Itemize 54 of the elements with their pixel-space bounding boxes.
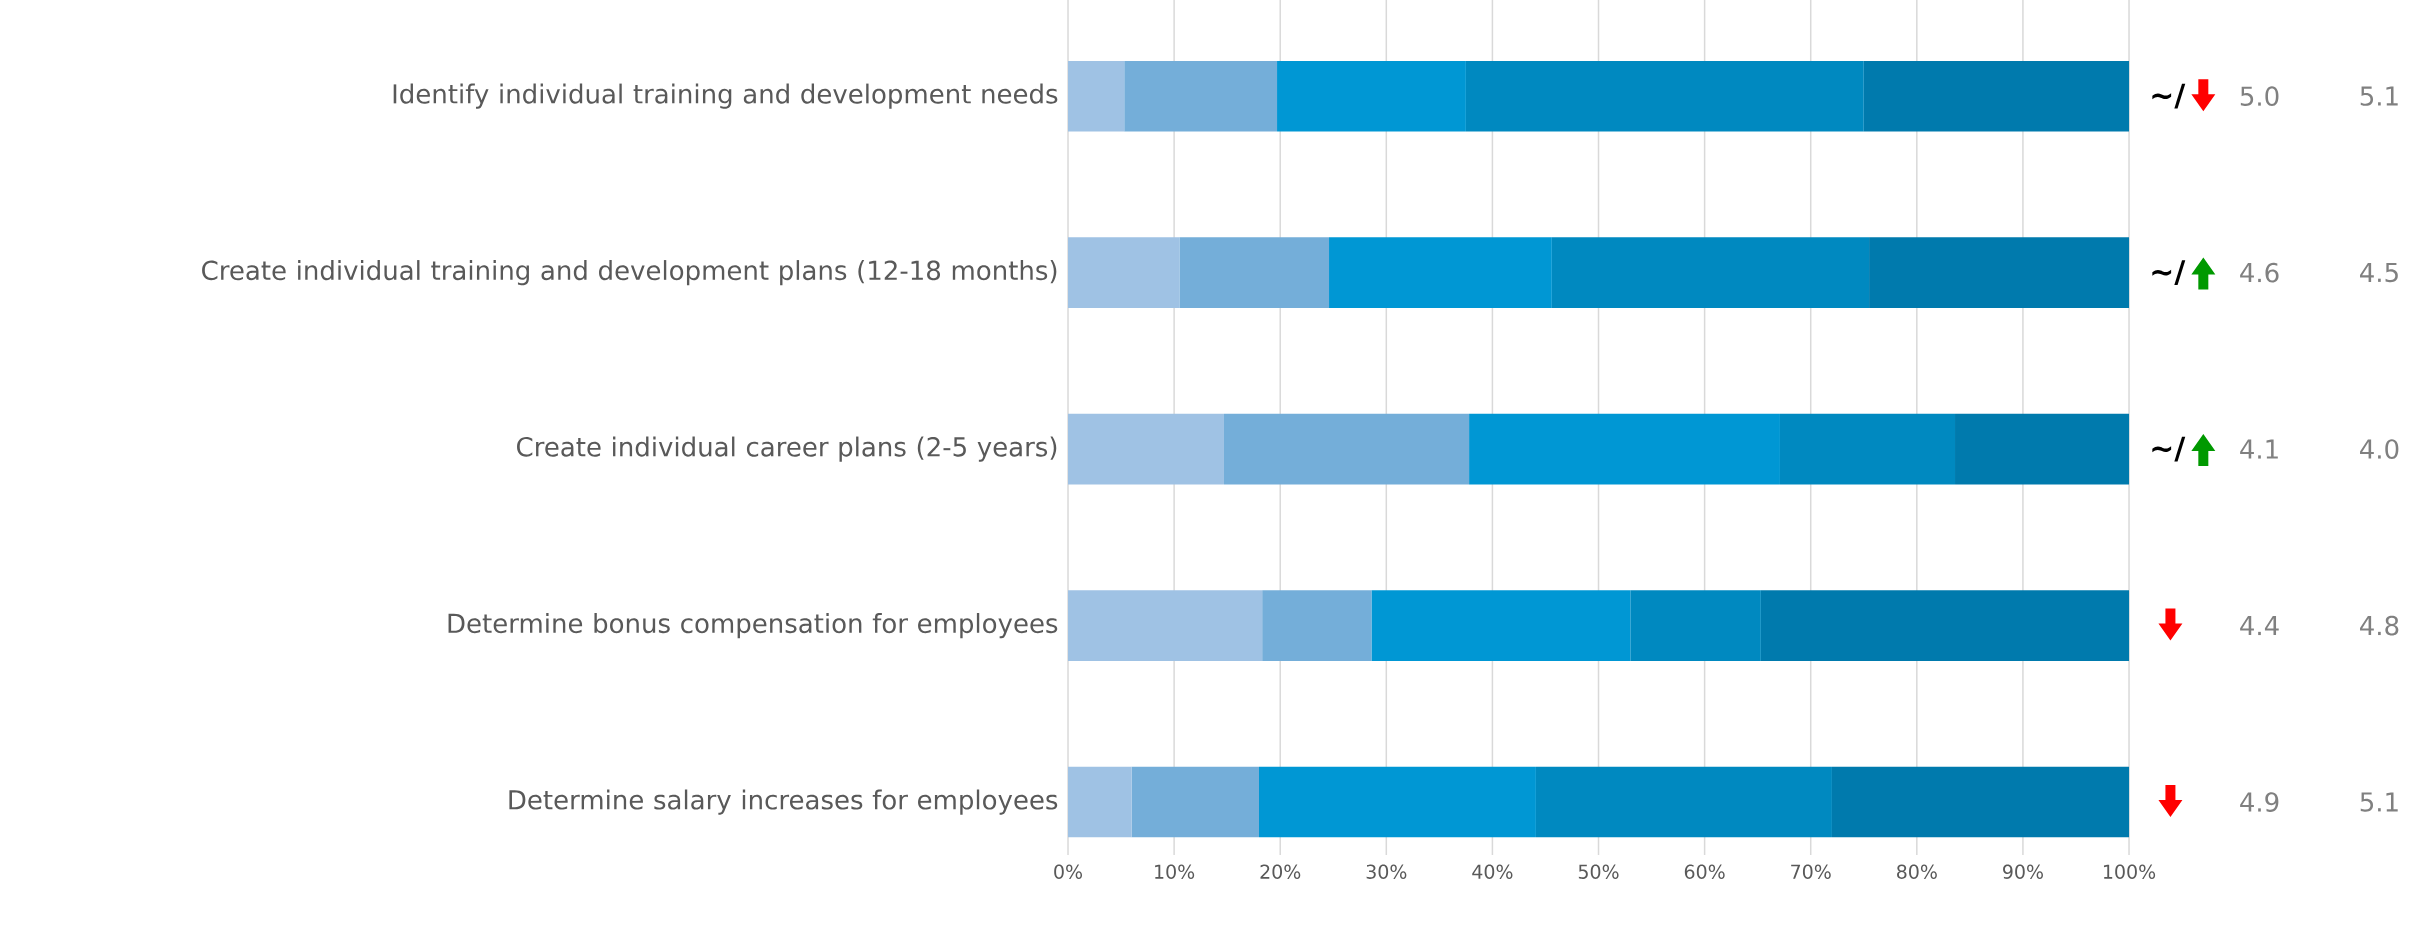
bar: [1779, 413, 1956, 485]
x-tick-label: 0%: [1054, 864, 1083, 879]
text: 4.4: [2240, 616, 2279, 636]
text: 4.1: [2240, 439, 2278, 459]
bar: [1068, 237, 1180, 308]
bar: [1068, 60, 1125, 132]
bar: [1068, 413, 1224, 485]
bar: [1068, 590, 1263, 661]
x-tick-label: 100%: [2103, 864, 2156, 879]
bar: [1630, 590, 1761, 661]
bar: [1869, 237, 2130, 308]
bar: [1131, 766, 1259, 838]
bar: [1179, 237, 1330, 308]
text: ~/: [2152, 436, 2186, 462]
x-tick-label: 20%: [1260, 864, 1301, 879]
x-tick-label: 10%: [1155, 864, 1195, 879]
text: 4.6: [2240, 262, 2279, 283]
text: 5.1: [2360, 792, 2398, 812]
y-tick-label: Determine bonus compensation for employees: [448, 613, 1058, 639]
text: ~/: [2152, 260, 2186, 285]
bar: [1262, 590, 1372, 661]
text: 4.5: [2360, 262, 2398, 283]
x-tick-label: 70%: [1791, 864, 1831, 879]
bar: [1863, 60, 2130, 132]
y-tick-label: Create individual career plans (2-5 years): [517, 436, 1057, 462]
bar: [1535, 766, 1832, 838]
bar: [1277, 60, 1466, 132]
bar: [1068, 766, 1132, 838]
text: 5.0: [2240, 86, 2279, 107]
x-tick-label: 60%: [1684, 864, 1725, 879]
x-tick-label: 50%: [1578, 864, 1619, 879]
text: 4.8: [2360, 615, 2399, 636]
bar: [1760, 590, 2130, 661]
y-tick-label: Create individual training and development plans (12-18 months): [202, 260, 1057, 286]
bar: [1259, 766, 1536, 838]
bar: [1955, 413, 2130, 485]
y-tick-label: Determine salary increases for employees: [509, 789, 1058, 815]
x-tick-label: 90%: [2003, 864, 2043, 879]
bar: [1469, 413, 1780, 485]
bar: [1371, 590, 1631, 661]
text: ~/: [2152, 83, 2186, 109]
bar: [1329, 237, 1552, 308]
bar: [1124, 60, 1278, 132]
text: 4.9: [2240, 792, 2279, 812]
y-tick-label: Identify individual training and development needs: [393, 83, 1058, 109]
text: 5.1: [2360, 86, 2398, 106]
bar: [1223, 413, 1470, 485]
bar: [1551, 237, 1870, 308]
text: 4.0: [2360, 439, 2399, 459]
bar: [1831, 766, 2130, 838]
x-tick-label: 40%: [1472, 864, 1513, 879]
x-tick-label: 80%: [1897, 864, 1937, 879]
bar: [1465, 60, 1864, 132]
x-tick-label: 30%: [1366, 864, 1407, 879]
